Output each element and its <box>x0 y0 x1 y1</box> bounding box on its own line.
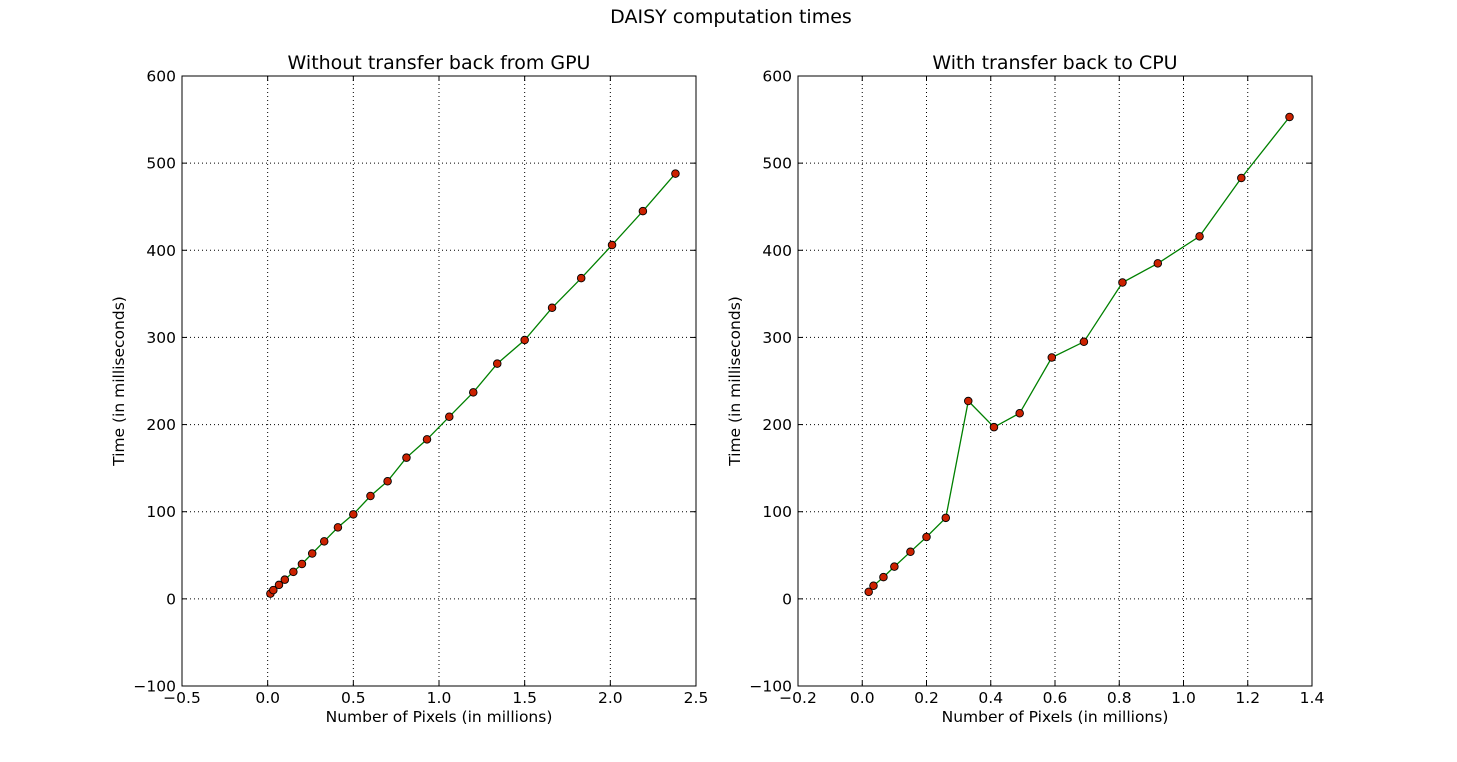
data-point <box>1237 173 1246 183</box>
data-point <box>280 575 290 584</box>
data-point <box>879 572 888 582</box>
data-point <box>422 435 432 444</box>
y-tick-label: 100 <box>762 503 792 521</box>
x-tick-label: −0.5 <box>163 689 201 707</box>
figure-suptitle: DAISY computation times <box>610 6 852 28</box>
x-tick-label: 1.0 <box>1171 689 1196 707</box>
data-point <box>547 303 557 313</box>
x-tick-label: 0.0 <box>255 689 280 707</box>
data-point <box>906 547 915 557</box>
y-tick-label: 200 <box>146 416 176 434</box>
chart-title: Without transfer back from GPU <box>288 52 591 74</box>
data-point <box>445 412 454 421</box>
y-tick-label: 0 <box>782 590 792 608</box>
x-tick-label: 1.4 <box>1300 689 1325 707</box>
x-tick-label: 1.5 <box>512 689 537 707</box>
y-tick-label: 100 <box>146 503 176 521</box>
data-point <box>576 273 586 283</box>
data-point <box>638 206 648 216</box>
y-tick-label: 400 <box>762 242 792 260</box>
data-point <box>269 585 278 595</box>
data-point <box>333 523 343 532</box>
y-tick-label: 200 <box>762 416 792 434</box>
data-point <box>869 581 878 591</box>
y-tick-label: −100 <box>749 678 792 696</box>
data-point <box>402 453 411 462</box>
data-point <box>274 580 284 590</box>
data-point <box>297 559 307 569</box>
data-point <box>607 240 617 250</box>
plot-frame <box>797 75 1313 687</box>
x-tick-label: 2.5 <box>684 689 709 707</box>
x-tick-label: 0.5 <box>341 689 366 707</box>
y-tick-label: 300 <box>146 329 176 347</box>
y-tick-label: 500 <box>762 155 792 173</box>
data-point <box>1015 408 1024 418</box>
data-point <box>366 491 375 501</box>
x-tick-label: 0.0 <box>850 689 875 707</box>
x-tick-label: −0.2 <box>779 689 817 707</box>
x-tick-label: 1.2 <box>1235 689 1260 707</box>
data-point <box>1153 259 1163 268</box>
x-tick-label: 0.8 <box>1107 689 1132 707</box>
y-tick-label: 300 <box>762 329 792 347</box>
data-point <box>520 335 529 345</box>
x-tick-label: 0.2 <box>914 689 939 707</box>
chart-title: With transfer back to CPU <box>932 52 1177 74</box>
data-point <box>989 422 999 432</box>
chart-panel-left: −0.5 0.0 0.5 1.0 1.5 2.0 2.5 −100 0 100 200 300 400 5… <box>110 52 708 726</box>
x-tick-label: 0.4 <box>978 689 1003 707</box>
data-point <box>1285 112 1294 122</box>
data-point <box>319 537 329 546</box>
data-point <box>1118 278 1127 287</box>
data-point <box>890 562 899 571</box>
data-point <box>1195 232 1204 241</box>
data-point <box>1047 353 1057 362</box>
data-point <box>383 476 392 486</box>
y-tick-label: 600 <box>146 68 176 86</box>
data-point <box>307 549 317 558</box>
data-point <box>1079 337 1089 347</box>
data-point <box>671 169 680 178</box>
data-point <box>469 388 478 397</box>
data-point <box>964 396 973 406</box>
chart-panel-right: −0.2 0.0 0.2 0.4 0.6 0.8 1.0 1.2 1.4 −100 0 100 200 3… <box>726 52 1324 726</box>
y-tick-label: 500 <box>146 155 176 173</box>
data-point <box>941 513 951 523</box>
y-axis-label: Time (in milliseconds) <box>110 296 128 467</box>
data-point <box>922 532 931 542</box>
plot-frame <box>181 75 697 687</box>
data-point <box>493 359 502 368</box>
y-tick-label: −100 <box>133 678 176 696</box>
x-tick-label: 1.0 <box>427 689 452 707</box>
y-axis-label: Time (in milliseconds) <box>726 296 744 467</box>
y-tick-label: 0 <box>166 590 176 608</box>
y-tick-label: 400 <box>146 242 176 260</box>
data-point <box>349 510 358 519</box>
x-axis-label: Number of Pixels (in millions) <box>326 708 553 726</box>
x-axis-label: Number of Pixels (in millions) <box>942 708 1169 726</box>
data-point <box>289 567 298 577</box>
x-tick-label: 0.6 <box>1043 689 1068 707</box>
data-point <box>864 587 873 597</box>
x-tick-label: 2.0 <box>598 689 623 707</box>
y-tick-label: 600 <box>762 68 792 86</box>
